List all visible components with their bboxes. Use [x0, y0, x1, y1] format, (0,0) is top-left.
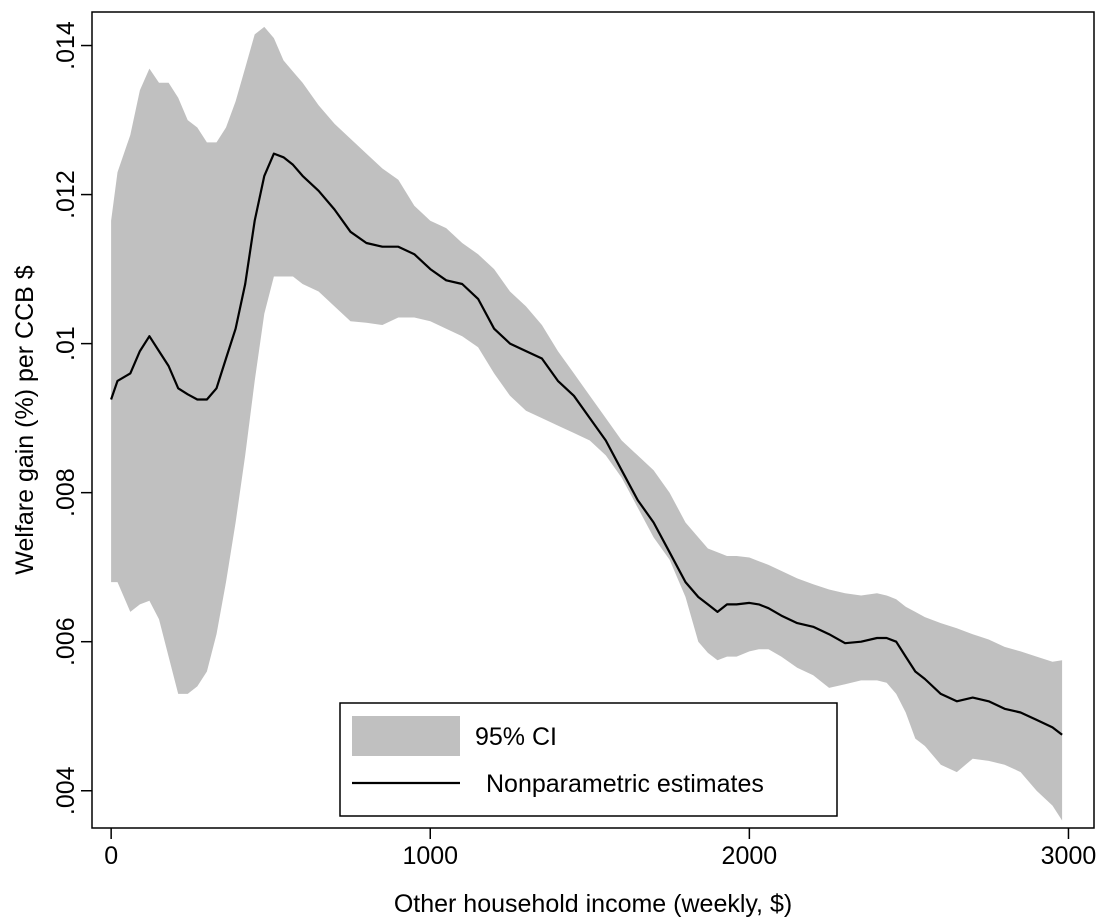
y-tick-label: .012: [52, 170, 80, 219]
x-axis-title: Other household income (weekly, $): [394, 890, 792, 918]
legend: 95% CI Nonparametric estimates: [339, 702, 838, 817]
ci-band: [111, 26, 1063, 821]
estimate-line-layer: [110, 152, 1063, 736]
y-tick-label: .006: [52, 617, 80, 666]
plot-frame: [91, 11, 1095, 829]
y-tick-label: .004: [52, 766, 80, 815]
y-tick-label: .01: [52, 326, 80, 361]
axes-layer: 0 1000 2000 3000 .004 .006 .008 .01 .012 .014: [52, 21, 1096, 870]
x-tick-label: 1000: [402, 842, 458, 870]
y-tick-label: .014: [52, 21, 80, 70]
x-tick-label: 0: [104, 842, 118, 870]
y-tick-label: .008: [52, 468, 80, 517]
x-tick-label: 3000: [1041, 842, 1097, 870]
legend-label-ci: 95% CI: [475, 723, 557, 751]
estimate-line: [110, 152, 1063, 736]
x-tick-label: 2000: [722, 842, 778, 870]
legend-label-estimate: Nonparametric estimates: [486, 770, 764, 798]
y-axis-title: Welfare gain (%) per CCB $: [11, 265, 39, 574]
ci-band-layer: [111, 26, 1063, 821]
legend-swatch-ci: [352, 716, 460, 756]
